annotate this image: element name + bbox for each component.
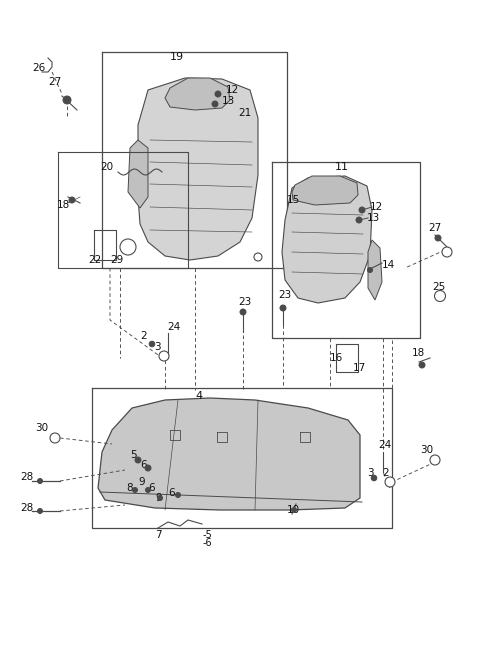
Text: 24: 24 (167, 322, 180, 332)
Circle shape (37, 478, 43, 483)
Text: 25: 25 (432, 282, 445, 292)
Text: -6: -6 (203, 538, 213, 548)
Circle shape (157, 495, 163, 501)
Polygon shape (282, 176, 372, 303)
Circle shape (419, 362, 425, 368)
Text: 13: 13 (367, 213, 380, 223)
Text: 2: 2 (140, 331, 146, 341)
Circle shape (254, 253, 262, 261)
Circle shape (132, 487, 137, 493)
Circle shape (430, 455, 440, 465)
Polygon shape (138, 78, 258, 260)
Text: 14: 14 (382, 260, 395, 270)
Circle shape (215, 91, 221, 97)
Circle shape (37, 508, 43, 514)
Circle shape (435, 235, 441, 241)
Text: 24: 24 (378, 440, 391, 450)
Text: 20: 20 (100, 162, 113, 172)
Circle shape (145, 465, 151, 471)
Circle shape (176, 493, 180, 497)
Circle shape (120, 239, 136, 255)
Circle shape (50, 433, 60, 443)
Circle shape (69, 197, 75, 203)
Text: 10: 10 (287, 505, 300, 515)
Circle shape (434, 291, 445, 302)
Circle shape (212, 101, 218, 107)
Text: 8: 8 (126, 483, 132, 493)
Text: 27: 27 (428, 223, 441, 233)
Text: -5: -5 (203, 530, 213, 540)
Circle shape (145, 487, 151, 493)
Circle shape (149, 341, 155, 347)
Text: 12: 12 (370, 202, 383, 212)
Circle shape (63, 96, 71, 104)
Text: 16: 16 (330, 353, 343, 363)
Circle shape (442, 247, 452, 257)
Text: 9: 9 (155, 493, 162, 503)
Text: 2: 2 (382, 468, 389, 478)
Circle shape (291, 508, 297, 512)
Text: 23: 23 (278, 290, 291, 300)
Polygon shape (165, 78, 230, 110)
Circle shape (280, 305, 286, 311)
Text: 6: 6 (168, 488, 175, 498)
Circle shape (135, 457, 141, 463)
Text: 27: 27 (48, 77, 61, 87)
Text: 29: 29 (110, 255, 123, 265)
Circle shape (368, 268, 372, 272)
Text: 3: 3 (154, 342, 161, 352)
Text: 13: 13 (222, 96, 235, 106)
Polygon shape (368, 240, 382, 300)
Text: 23: 23 (238, 297, 251, 307)
Text: 19: 19 (170, 52, 184, 62)
Text: 28: 28 (20, 472, 33, 482)
Text: 12: 12 (226, 85, 239, 95)
Text: 21: 21 (238, 108, 251, 118)
Circle shape (371, 475, 377, 481)
Text: 22: 22 (88, 255, 101, 265)
Circle shape (159, 351, 169, 361)
Text: 6: 6 (140, 460, 146, 470)
Text: 9: 9 (138, 477, 144, 487)
Text: 15: 15 (287, 195, 300, 205)
Polygon shape (128, 140, 148, 208)
Text: 17: 17 (353, 363, 366, 373)
Text: 7: 7 (155, 530, 162, 540)
Polygon shape (98, 398, 360, 510)
Text: 26: 26 (32, 63, 45, 73)
Text: 18: 18 (412, 348, 425, 358)
Circle shape (359, 207, 365, 213)
Circle shape (240, 309, 246, 315)
Text: 30: 30 (35, 423, 48, 433)
Text: 28: 28 (20, 503, 33, 513)
Text: 30: 30 (420, 445, 433, 455)
Text: 6: 6 (148, 483, 155, 493)
Text: 18: 18 (57, 200, 70, 210)
Text: 11: 11 (335, 162, 349, 172)
Text: 4: 4 (195, 391, 202, 401)
Circle shape (385, 477, 395, 487)
Polygon shape (292, 176, 358, 205)
Text: 3: 3 (367, 468, 373, 478)
Text: 5: 5 (130, 450, 137, 460)
Circle shape (356, 217, 362, 223)
